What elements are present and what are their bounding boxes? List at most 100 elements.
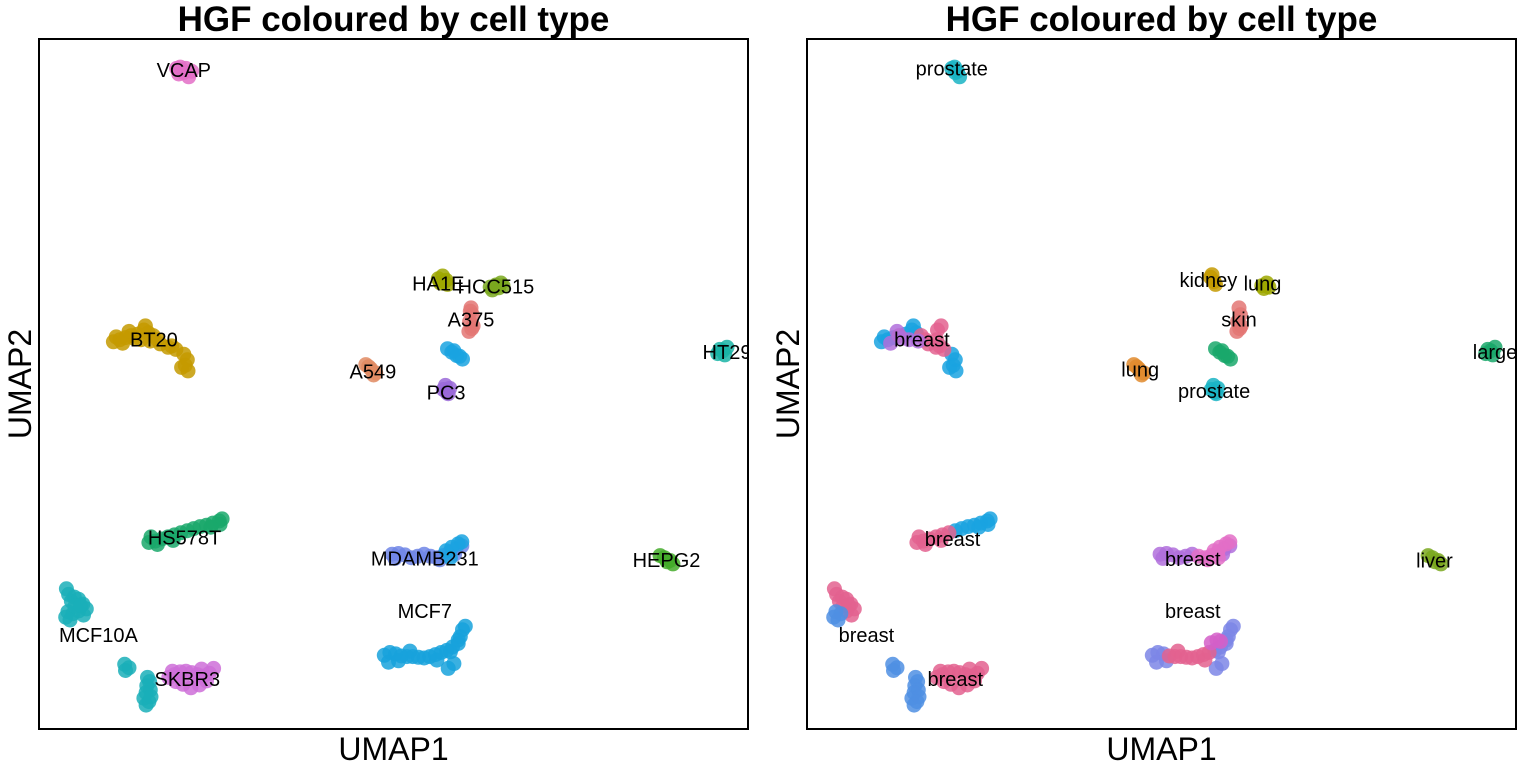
points-layer [826,59,1503,713]
cluster-label: lung [1244,274,1282,296]
data-point [174,359,190,375]
cluster-label: liver [1416,551,1453,573]
data-point [440,386,456,402]
data-point [429,652,445,668]
data-point [462,303,478,319]
plot-area: VCAP BT20 HA1E HCC515 A375 HT29 A549 PC3 HS578T M… [38,38,749,730]
data-point [133,332,149,348]
data-point [1210,550,1226,566]
data-point [206,660,222,676]
cluster-label: large [1473,342,1517,364]
cluster-label: breast [925,529,981,551]
data-point [929,332,945,348]
data-point [971,519,987,535]
data-point [933,318,949,334]
cluster-label: MCF10A [59,625,139,647]
data-point [465,318,481,334]
data-point [143,689,159,705]
data-point [457,618,473,634]
points-layer [58,59,735,713]
cluster-label: HEPG2 [633,550,701,572]
data-point [164,663,180,679]
data-point [1485,347,1501,363]
data-point [1170,643,1186,659]
data-point [830,612,846,628]
data-point [1155,550,1171,566]
cluster-label: A549 [350,362,397,384]
data-point [118,663,133,678]
data-point [1208,276,1223,292]
data-point [446,343,462,359]
chart-title: HGF coloured by cell type [945,0,1378,39]
cluster-label: PC3 [427,382,466,404]
data-point [911,689,927,705]
data-point [1261,279,1277,295]
data-point [974,660,990,676]
data-point [1208,386,1224,402]
x-axis-label: UMAP1 [338,731,449,767]
cluster-label: MCF7 [398,601,452,623]
data-point [387,550,403,566]
cluster-label: SKBR3 [155,669,221,691]
data-point [1225,618,1241,634]
data-point [402,643,418,659]
data-point [366,367,382,383]
data-point [883,335,899,351]
data-point [73,597,89,613]
cluster-label: skin [1221,310,1257,332]
cluster-label: MDAMB231 [371,548,479,570]
data-point [1208,660,1224,676]
data-point [438,272,454,288]
data-point [442,550,458,566]
y-axis-label: UMAP2 [2,328,38,440]
cluster-label: prostate [916,58,988,80]
y-axis-label: UMAP2 [770,328,806,440]
cluster-label: HCC515 [458,276,535,298]
data-point [164,338,180,354]
cluster-label: breast [928,669,984,691]
plot-frame [38,38,749,730]
data-point [115,335,131,351]
cluster-label: breast [1165,549,1221,571]
data-point [941,525,957,541]
data-point [178,60,194,76]
data-point [1197,652,1213,668]
plot-frame [806,38,1517,730]
data-point [942,359,958,375]
cluster-label: breast [894,330,950,352]
data-point [1134,367,1150,383]
data-point [62,612,78,628]
chart-panel-left: HGF coloured by cell type VCAP BT20 HA1E HC… [2,0,749,767]
data-point [886,663,901,678]
data-point [717,347,733,363]
plot-area: prostate breast kidney lung skin large lung pro… [806,38,1517,730]
data-point [194,661,209,677]
data-point [659,554,675,570]
data-point [440,660,456,676]
cluster-label: lung [1121,360,1159,382]
chart-panel-right: HGF coloured by cell type prostate breast… [768,0,1536,768]
cluster-label: HA1E [412,274,464,296]
data-point [165,532,181,548]
data-point [932,663,948,679]
cluster-label: BT20 [130,330,178,352]
data-point [949,63,965,79]
cluster-label: A375 [448,310,495,332]
data-point [121,323,137,339]
x-axis-label: UMAP1 [1106,731,1217,767]
data-point [917,537,933,552]
chart-title: HGF coloured by cell type [177,0,610,39]
data-point [391,653,406,669]
data-point [454,534,470,550]
cluster-label: prostate [1178,381,1250,403]
data-point [962,661,977,677]
data-point [442,644,458,660]
cluster-label: kidney [1179,270,1237,292]
cluster-label: breast [839,625,895,647]
data-point [1427,554,1443,570]
data-point [1214,343,1230,359]
